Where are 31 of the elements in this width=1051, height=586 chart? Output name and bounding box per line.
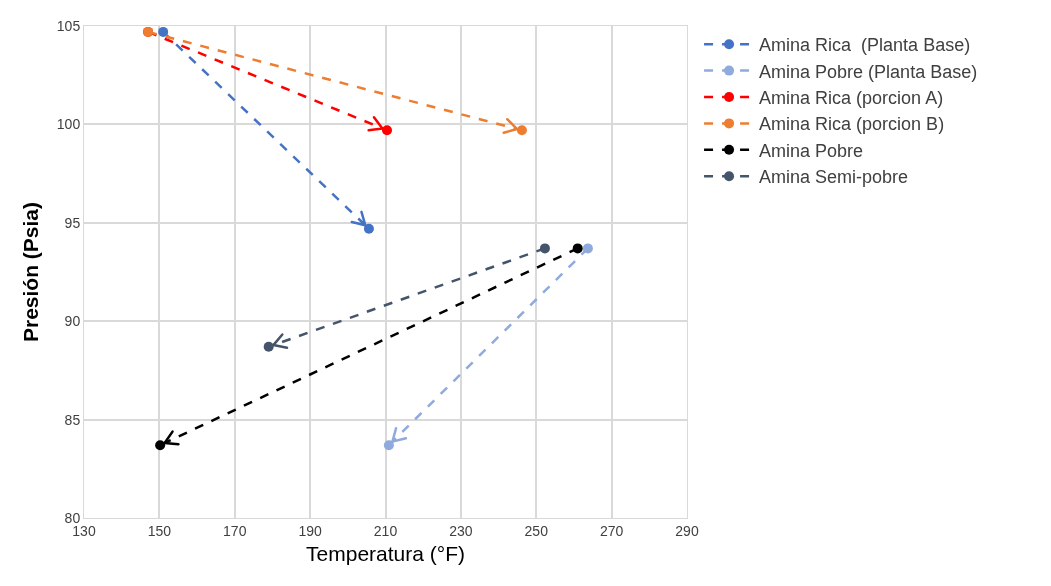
x-tick-label: 190: [298, 522, 323, 539]
x-tick-label: 170: [223, 522, 247, 539]
legend-label: Amina Rica (Planta Base): [759, 35, 971, 56]
point: [539, 243, 550, 254]
point: [155, 440, 166, 451]
x-tick-label: 250: [524, 522, 549, 539]
point: [516, 125, 527, 136]
point: [158, 26, 169, 37]
x-axis-title: Temperatura (°F): [306, 542, 465, 565]
x-tick-label: 270: [599, 522, 624, 539]
point: [263, 341, 274, 352]
point: [383, 440, 394, 451]
x-tick-label: 210: [373, 522, 398, 539]
legend-label: Amina Pobre (Planta Base): [759, 61, 978, 82]
legend-label: Amina Pobre: [759, 140, 864, 161]
point: [582, 243, 593, 254]
legend-label: Amina Semi-pobre: [759, 167, 909, 188]
y-tick-label: 105: [56, 17, 81, 34]
y-tick-label: 95: [64, 214, 81, 231]
x-tick-label: 230: [449, 522, 473, 539]
point: [382, 125, 393, 136]
legend-label: Amina Rica (porcion A): [759, 88, 944, 109]
point: [572, 243, 583, 254]
x-tick-label: 290: [675, 522, 699, 539]
y-tick-label: 100: [56, 116, 81, 133]
y-axis-title: Presión (Psia): [18, 201, 42, 343]
point: [363, 223, 374, 234]
x-tick-label: 150: [147, 522, 172, 539]
y-tick-label: 85: [64, 411, 81, 428]
legend-label: Amina Rica (porcion B): [759, 114, 945, 135]
y-tick-label: 90: [64, 313, 81, 330]
